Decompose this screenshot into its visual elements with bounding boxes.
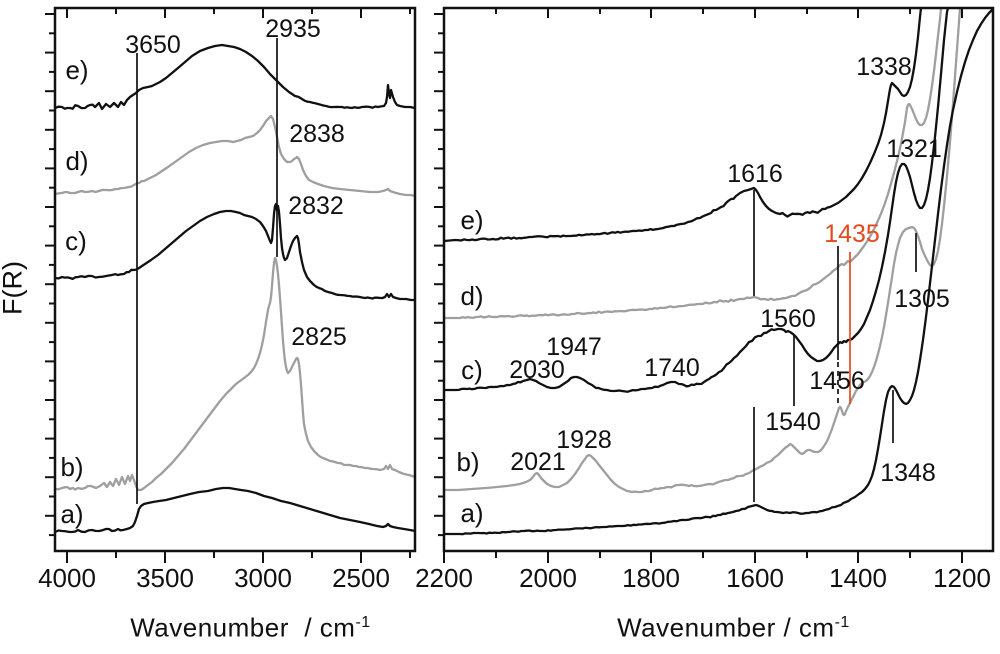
peak-label-2832: 2832 [288, 192, 344, 220]
x-axis-title-left-text: Wavenumber / cm [130, 612, 356, 643]
spectrum-curve-b-right [444, 7, 962, 494]
peak-label-2935: 2935 [265, 15, 321, 43]
peak-label-3650: 3650 [125, 31, 181, 59]
x-tick-label: 2200 [415, 563, 473, 593]
curve-letter-b-left: b) [60, 452, 83, 482]
spectrum-curve-a-left [54, 486, 416, 534]
x-axis-title-right-text: Wavenumber / cm [617, 612, 835, 643]
peak-label-1321: 1321 [886, 135, 942, 163]
x-tick-label: 1800 [622, 563, 680, 593]
spectrum-curve-e-right [443, 7, 923, 243]
x-axis-title-right: Wavenumber / cm-1 [586, 582, 850, 654]
x-axis-title-right-sup: -1 [834, 613, 850, 631]
peak-label-1616: 1616 [727, 160, 783, 188]
panel-border-left [53, 6, 417, 553]
spectrum-curve-b-left [54, 256, 416, 492]
x-axis-title-left-sup: -1 [355, 613, 371, 631]
peak-label-1947: 1947 [546, 333, 602, 361]
curve-letter-d-left: d) [65, 146, 88, 176]
panel-border-right [442, 6, 995, 553]
spectrum-curve-d-left [54, 114, 416, 198]
x-tick-label: 3500 [136, 563, 194, 593]
x-tick-label: 4000 [38, 563, 96, 593]
spectrum-curve-e-left [54, 43, 416, 111]
spectrum-curve-a-right [444, 8, 994, 536]
y-axis-title: F(R) [0, 261, 28, 315]
curve-letter-c-right: c) [461, 355, 483, 385]
x-tick-label: 1600 [726, 563, 784, 593]
peak-label-1338: 1338 [856, 53, 912, 81]
spectrum-curve-d-right [444, 7, 943, 320]
x-tick-label: 2000 [519, 563, 577, 593]
curve-letter-a-right: a) [460, 498, 483, 528]
peak-label-1560: 1560 [760, 305, 816, 333]
curve-letter-a-left: a) [60, 499, 83, 529]
curve-letter-e-left: e) [65, 55, 88, 85]
spectrum-curve-c-right [444, 7, 950, 393]
curve-letter-e-right: e) [460, 205, 483, 235]
peak-label-2825: 2825 [291, 323, 347, 351]
peak-label-1740: 1740 [644, 354, 700, 382]
curves-group-left [54, 43, 416, 534]
peak-label-1348: 1348 [880, 459, 936, 487]
peak-label-1305: 1305 [894, 285, 950, 313]
curve-letter-b-right: b) [456, 447, 479, 477]
curve-letter-d-right: d) [460, 281, 483, 311]
peak-label-2838: 2838 [289, 120, 345, 148]
curves-group-right [443, 7, 994, 536]
peak-label-1540: 1540 [765, 408, 821, 436]
x-tick-label: 2500 [332, 563, 390, 593]
peak-label-1928: 1928 [556, 426, 612, 454]
peak-label-1435: 1435 [824, 220, 880, 248]
curve-letter-c-left: c) [65, 226, 87, 256]
spectrum-curve-c-left [54, 202, 415, 302]
x-tick-label: 1200 [933, 563, 991, 593]
peak-label-2030: 2030 [509, 356, 565, 384]
x-tick-label: 1400 [829, 563, 887, 593]
peak-label-1456: 1456 [809, 367, 865, 395]
peak-label-2021: 2021 [510, 448, 566, 476]
x-tick-label: 3000 [234, 563, 292, 593]
x-axis-title-left: Wavenumber / cm-1 [99, 582, 370, 654]
